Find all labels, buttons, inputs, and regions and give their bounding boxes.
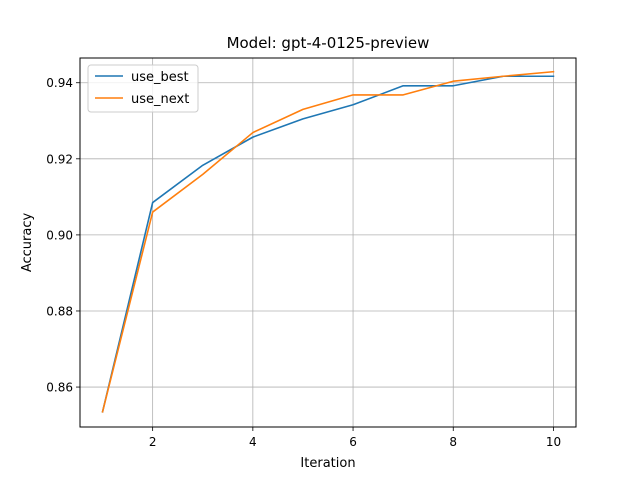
series-lines xyxy=(101,70,555,413)
chart-title: Model: gpt-4-0125-preview xyxy=(227,34,430,52)
legend: use_best use_next xyxy=(87,64,199,113)
x-tick-label: 10 xyxy=(546,435,561,449)
y-tick-label: 0.94 xyxy=(46,76,73,90)
x-axis-label: Iteration xyxy=(300,456,355,471)
x-tick-label: 4 xyxy=(249,435,257,449)
y-tick-label: 0.86 xyxy=(46,381,73,395)
legend-label-use-best: use_best xyxy=(131,70,189,85)
x-tick-label: 6 xyxy=(349,435,357,449)
y-tick-label: 0.88 xyxy=(46,304,73,318)
y-axis-label: Accuracy xyxy=(20,213,35,273)
grid xyxy=(80,58,576,427)
axis-ticks: 2 4 6 8 10 0.86 0.88 0.90 0.92 0.94 xyxy=(46,76,561,449)
legend-label-use-next: use_next xyxy=(131,92,189,107)
y-tick-label: 0.90 xyxy=(46,228,73,242)
series-line-use-best xyxy=(101,75,555,413)
plot-frame xyxy=(79,57,577,428)
series-line-use-next xyxy=(101,70,555,413)
y-tick-label: 0.92 xyxy=(46,152,73,166)
x-tick-label: 8 xyxy=(449,435,457,449)
x-tick-label: 2 xyxy=(149,435,157,449)
